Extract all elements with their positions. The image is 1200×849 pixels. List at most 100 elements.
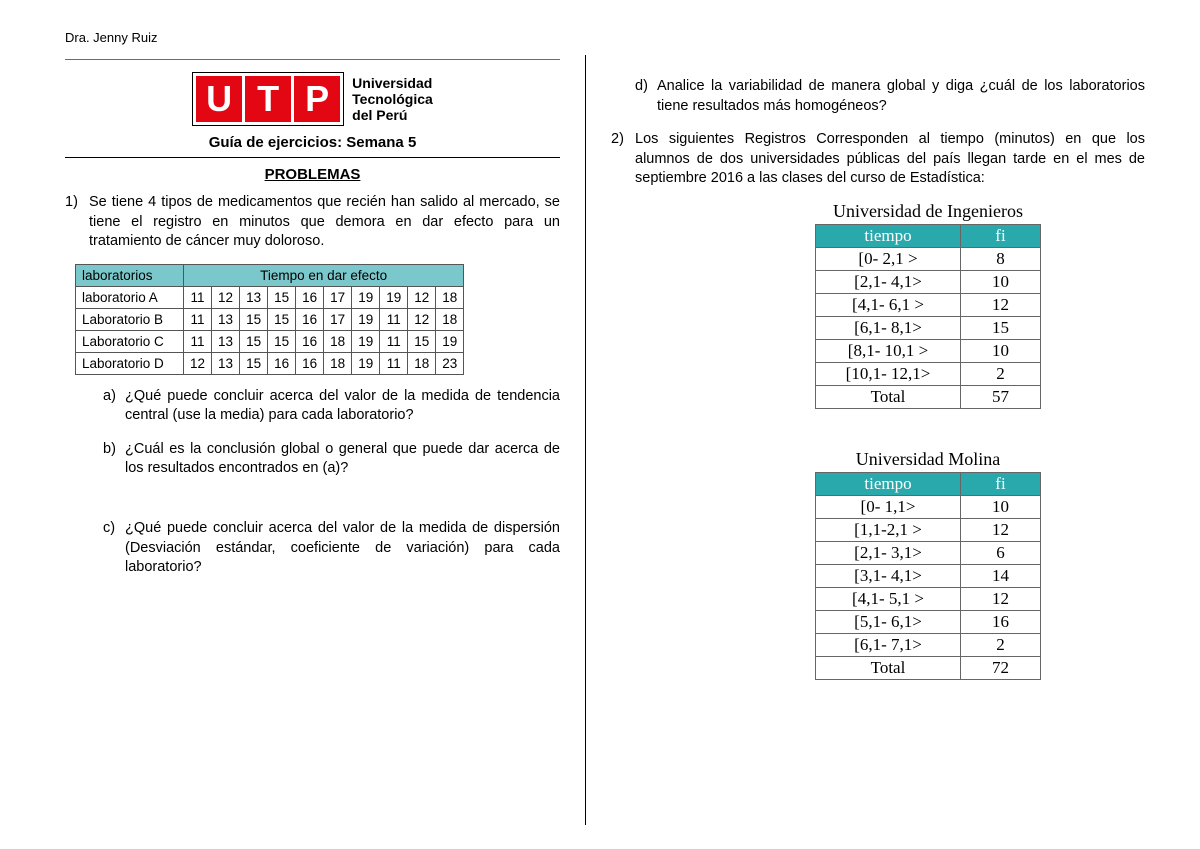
cell: 19: [436, 330, 464, 352]
uni2-table: tiempo fi [0- 1,1>10 [1,1-2,1 >12 [2,1- …: [815, 472, 1041, 680]
table-row: [5,1- 6,1>16: [816, 610, 1041, 633]
cell: 11: [184, 308, 212, 330]
cell: 12: [408, 308, 436, 330]
cell: [3,1- 4,1>: [816, 564, 961, 587]
cell: [4,1- 6,1 >: [816, 293, 961, 316]
table-row: tiempo fi: [816, 224, 1041, 247]
cell: 12: [961, 587, 1041, 610]
cell: 15: [268, 286, 296, 308]
logo-letter-p: P: [294, 76, 340, 122]
cell: 16: [961, 610, 1041, 633]
cell: 16: [296, 286, 324, 308]
cell: 12: [961, 293, 1041, 316]
sub-b: b) ¿Cuál es la conclusión global o gener…: [103, 440, 560, 479]
problem-1-text: Se tiene 4 tipos de medicamentos que rec…: [89, 193, 560, 252]
cell: [2,1- 4,1>: [816, 270, 961, 293]
right-column: d) Analice la variabilidad de manera glo…: [585, 55, 1145, 825]
cell: 16: [296, 330, 324, 352]
uni1-h1: tiempo: [816, 224, 961, 247]
uni2-h2: fi: [961, 472, 1041, 495]
uni1-table: tiempo fi [0- 2,1 >8 [2,1- 4,1>10 [4,1- …: [815, 224, 1041, 409]
problem-2-text: Los siguientes Registros Corresponden al…: [635, 130, 1145, 189]
cell: 19: [380, 286, 408, 308]
uni1-h2: fi: [961, 224, 1041, 247]
logo-letter-u: U: [196, 76, 242, 122]
labs-header-lab: laboratorios: [76, 264, 184, 286]
cell: 12: [408, 286, 436, 308]
cell: 15: [240, 308, 268, 330]
uni1-total-label: Total: [816, 385, 961, 408]
cell: 2: [961, 633, 1041, 656]
cell: 15: [268, 330, 296, 352]
cell: 19: [352, 330, 380, 352]
sub-a-letter: a): [103, 387, 125, 426]
guide-title: Guía de ejercicios: Semana 5: [65, 134, 560, 151]
labs-table: laboratorios Tiempo en dar efecto labora…: [75, 264, 464, 375]
uni2-h1: tiempo: [816, 472, 961, 495]
table-row: Laboratorio C 11 13 15 15 16 18 19 11 15…: [76, 330, 464, 352]
cell: 18: [436, 286, 464, 308]
lab-name: laboratorio A: [76, 286, 184, 308]
cell: 17: [324, 308, 352, 330]
uni2-total: 72: [961, 656, 1041, 679]
table-row: [4,1- 5,1 >12: [816, 587, 1041, 610]
table-row: laboratorio A 11 12 13 15 16 17 19 19 12…: [76, 286, 464, 308]
sub-c: c) ¿Qué puede concluir acerca del valor …: [103, 519, 560, 578]
uni1-title: Universidad de Ingenieros: [711, 201, 1145, 222]
author-name: Dra. Jenny Ruiz: [65, 30, 1150, 45]
cell: 13: [212, 308, 240, 330]
cell: 19: [352, 308, 380, 330]
sub-b-text: ¿Cuál es la conclusión global o general …: [125, 440, 560, 479]
problem-2-number: 2): [611, 130, 635, 189]
logo-line-3: del Perú: [352, 107, 433, 123]
table-row: Laboratorio D 12 13 15 16 16 18 19 11 18…: [76, 352, 464, 374]
cell: 14: [961, 564, 1041, 587]
table-row: tiempo fi: [816, 472, 1041, 495]
table-row: Laboratorio B 11 13 15 15 16 17 19 11 12…: [76, 308, 464, 330]
cell: 15: [268, 308, 296, 330]
cell: [0- 1,1>: [816, 495, 961, 518]
cell: [2,1- 3,1>: [816, 541, 961, 564]
uni1-total: 57: [961, 385, 1041, 408]
cell: 11: [184, 286, 212, 308]
cell: 11: [380, 308, 408, 330]
problem-2: 2) Los siguientes Registros Corresponden…: [611, 130, 1145, 189]
table-row: [0- 1,1>10: [816, 495, 1041, 518]
labs-header-time: Tiempo en dar efecto: [184, 264, 464, 286]
two-column-layout: U T P Universidad Tecnológica del Perú G…: [65, 55, 1150, 825]
lab-name: Laboratorio B: [76, 308, 184, 330]
cell: 16: [268, 352, 296, 374]
rule-top: [65, 59, 560, 60]
cell: [0- 2,1 >: [816, 247, 961, 270]
cell: [5,1- 6,1>: [816, 610, 961, 633]
cell: 2: [961, 362, 1041, 385]
problem-1: 1) Se tiene 4 tipos de medicamentos que …: [65, 193, 560, 252]
table-row: [6,1- 8,1>15: [816, 316, 1041, 339]
cell: 16: [296, 308, 324, 330]
section-title: PROBLEMAS: [65, 166, 560, 183]
cell: 13: [212, 352, 240, 374]
cell: [6,1- 8,1>: [816, 316, 961, 339]
cell: 18: [408, 352, 436, 374]
sub-d: d) Analice la variabilidad de manera glo…: [635, 77, 1145, 116]
cell: 17: [324, 286, 352, 308]
cell: [6,1- 7,1>: [816, 633, 961, 656]
cell: 19: [352, 286, 380, 308]
cell: [4,1- 5,1 >: [816, 587, 961, 610]
cell: 18: [436, 308, 464, 330]
sub-c-text: ¿Qué puede concluir acerca del valor de …: [125, 519, 560, 578]
cell: 6: [961, 541, 1041, 564]
cell: 13: [212, 330, 240, 352]
cell: 15: [240, 330, 268, 352]
logo-line-2: Tecnológica: [352, 91, 433, 107]
cell: 12: [184, 352, 212, 374]
sub-a-text: ¿Qué puede concluir acerca del valor de …: [125, 387, 560, 426]
logo-line-1: Universidad: [352, 75, 433, 91]
cell: 11: [380, 352, 408, 374]
cell: 16: [296, 352, 324, 374]
cell: 15: [961, 316, 1041, 339]
cell: 11: [380, 330, 408, 352]
cell: 8: [961, 247, 1041, 270]
logo-row: U T P Universidad Tecnológica del Perú: [65, 68, 560, 130]
table-row: [2,1- 4,1>10: [816, 270, 1041, 293]
